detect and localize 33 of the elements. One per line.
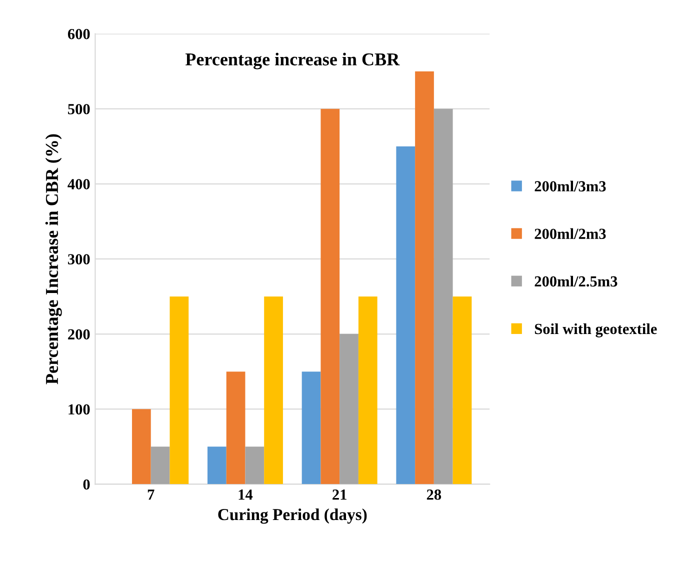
x-tick-label: 21 [332,490,346,500]
y-tick-label: 400 [68,179,90,190]
y-tick-label: 100 [68,404,90,415]
legend-label: 200ml/2.5m3 [534,276,618,287]
bar [415,71,434,484]
y-tick-label: 600 [68,28,90,40]
bar [264,296,283,484]
legend-label: 200ml/3m3 [534,180,606,192]
bar [434,108,453,484]
y-tick-label: 0 [83,479,90,490]
y-axis-title: Percentage Increase in CBR (%) [45,134,62,384]
x-tick-label: 7 [148,490,154,500]
y-tick-label: 500 [68,104,90,114]
y-tick-label: 300 [68,254,90,264]
bar [340,334,358,484]
bar [358,296,378,484]
x-tick-label: 28 [426,489,442,500]
bar [170,296,189,484]
y-tick-label: 200 [68,329,90,340]
bar [452,296,472,484]
text: Percentage increase in CBR [185,52,400,70]
bar [320,108,340,484]
legend-label: 200ml/2m3 [534,228,606,240]
bar [132,409,151,484]
bar [207,446,226,484]
bar [302,372,321,484]
legend-label: Soil with geotextile [534,323,657,338]
bar [226,372,246,484]
x-tick-label: 14 [238,490,253,500]
bar [245,446,264,484]
bar [150,446,170,484]
x-axis-title: Curing Period (days) [218,508,367,524]
bar [396,146,416,484]
